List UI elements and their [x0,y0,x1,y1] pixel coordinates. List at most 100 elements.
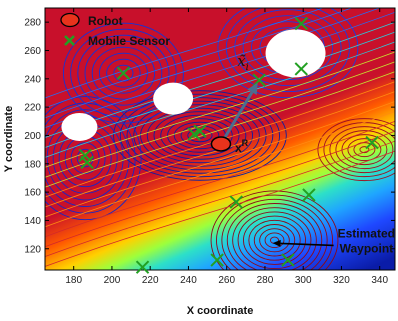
blank-region [265,29,326,78]
y-tick-label: 260 [24,46,41,57]
contour-ring [70,28,177,118]
contour-ring [146,107,254,164]
contour-band-line [45,150,395,267]
x-axis-label: X coordinate [187,305,254,317]
contour-ring [225,8,350,93]
plot-area [45,8,395,270]
contour-ring [113,90,287,181]
contour-band-line [45,41,395,158]
contour-ring [253,224,296,257]
contour-ring [217,8,359,99]
sensor-marker [116,66,131,80]
contour-ring [226,203,323,270]
y-tick-label: 280 [24,18,41,29]
blank-region [61,112,98,141]
contour-ring [62,22,184,124]
y-axis: 120 140 160 180 200 220 240 260 280 [24,18,395,255]
contour-ring [341,134,388,166]
legend-sensor-label: Mobile Sensor [88,34,170,48]
sensor-marker [78,148,92,162]
contour-band-line [45,8,325,99]
contour-ring [167,118,233,153]
contour-ring [232,207,317,270]
contour-band-line [45,110,395,228]
contour-ring [329,126,395,174]
contour-ring [243,215,307,265]
contour-ring [91,46,156,100]
contour-band-line [45,81,395,198]
y-tick-label: 240 [24,74,41,85]
contour-ring [335,130,394,170]
x-axis: 180 200 220 240 260 280 300 320 340 [65,8,388,286]
x-tick-label: 340 [371,275,388,286]
legend-robot-label: Robot [88,14,123,28]
y-tick-label: 220 [24,103,41,114]
direction-arrow-head [247,82,258,96]
robot-marker [210,136,232,152]
contour-band-line [45,71,395,188]
y-tick-label: 160 [24,188,41,199]
sensor-marker [252,73,266,87]
contour-ring [106,58,141,88]
contour-band-line [45,101,395,218]
contour-band-line [45,51,395,168]
sensor-marker [281,253,295,267]
contour-band-line [45,120,395,238]
contour-band-line [45,11,395,129]
contour-lines [45,8,395,270]
contour-ring [210,190,339,270]
contour-ring [84,40,163,106]
sensor-marker [294,62,308,76]
sensor-marker [193,124,207,138]
contour-ring [264,232,285,249]
legend-sensor-marker [64,35,75,46]
legend-robot-marker [60,12,80,28]
x-tick-label: 280 [257,275,274,286]
contour-ring [45,96,142,221]
contour-band-line [45,130,395,248]
x-tick-label: 260 [218,275,235,286]
x-tick-label: 200 [104,275,121,286]
y-tick-label: 140 [24,216,41,227]
contour-ring [237,211,312,270]
legend: Robot Mobile Sensor [60,12,170,48]
contour-band-line [45,140,395,258]
contour-ring [259,228,290,253]
contour-band-line [45,8,381,119]
contour-ring [153,111,247,160]
x-tick-label: 240 [180,275,197,286]
sensor-marker [302,188,316,202]
contour-ring [119,93,281,178]
estimate-label-sub: i [246,62,249,73]
contour-ring [317,118,395,182]
estimated-waypoint-annotation: Estimated Waypoint [272,226,395,255]
y-tick-label: 120 [24,244,41,255]
robot-label-sup: R [242,138,249,148]
data-marks: xRx̃i [78,16,379,274]
contour-ring [76,148,94,168]
sensor-marker [229,195,243,209]
direction-arrow-shaft [223,91,254,138]
contour-ring [242,15,334,81]
sensor-marker [365,135,379,150]
sensor-marker [135,260,150,274]
contour-ring [347,138,382,162]
contour-ring [221,198,328,270]
blank-region [153,82,194,115]
estimate-label: x̃i [237,52,249,73]
annotation-arrow [272,239,334,247]
sensor-marker [294,16,308,31]
x-tick-label: 220 [142,275,159,286]
y-axis-label: Y coordinate [3,106,15,172]
plot-frame [44,7,396,271]
y-tick-label: 180 [24,159,41,170]
sensor-marker [210,253,224,267]
x-tick-label: 300 [295,275,312,286]
contour-ring [126,97,274,174]
contour-band-line [45,91,395,208]
x-tick-label: 180 [65,275,82,286]
x-tick-label: 320 [333,275,350,286]
annotation-line-1: Estimated [338,226,395,240]
blank-regions [61,29,326,141]
